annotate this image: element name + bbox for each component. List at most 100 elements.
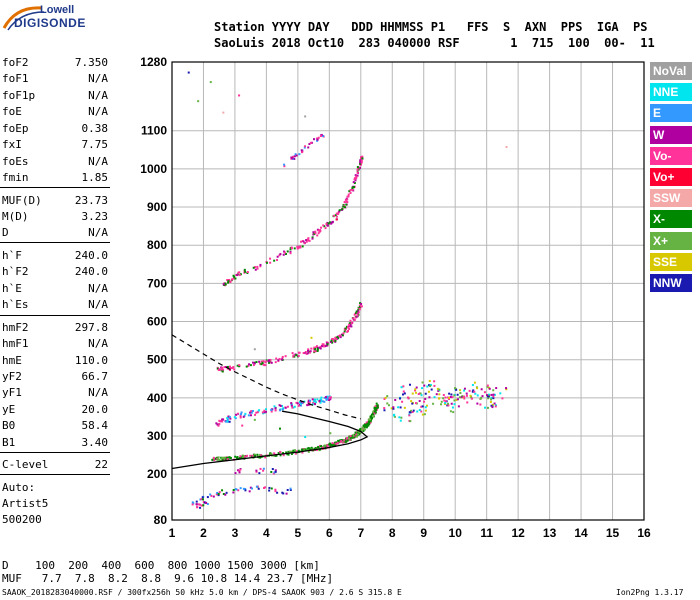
trace-point (348, 437, 351, 440)
autoscale-label: Auto: (2, 481, 36, 494)
trace-point (316, 139, 319, 142)
trace-point (243, 414, 246, 417)
trace-point (265, 261, 268, 264)
trace-point (353, 436, 356, 439)
trace-point (305, 239, 308, 242)
trace-point (325, 222, 328, 225)
spread-echo-point (486, 406, 489, 409)
trace-point (258, 409, 261, 412)
trace-point (221, 457, 224, 460)
trace-point (311, 447, 314, 450)
param-value: 3.40 (81, 436, 109, 449)
trace-point (354, 174, 357, 177)
trace-point (314, 403, 317, 406)
low-echo-point (222, 493, 225, 496)
param-row: foEs N/A (2, 155, 108, 169)
param-name: foEp (2, 122, 29, 135)
autoscale-version: 500200 (2, 513, 42, 526)
trace-point (222, 418, 225, 421)
trace-point (374, 409, 377, 412)
x-tick-label: 15 (606, 526, 620, 540)
trace-point (315, 447, 318, 450)
spread-echo-point (424, 392, 427, 395)
trace-point (328, 395, 331, 398)
legend-item: Vo- (650, 146, 692, 165)
trace-point (310, 141, 313, 144)
trace-point (355, 435, 358, 438)
x-tick-label: 5 (295, 526, 302, 540)
spread-echo-point (470, 397, 473, 400)
trace-point (368, 420, 371, 423)
trace-point (260, 363, 263, 366)
trace-point (281, 408, 284, 411)
param-row: fmin 1.85 (2, 171, 108, 185)
trace-point (300, 149, 303, 152)
param-value: 66.7 (81, 370, 109, 383)
trace-point (242, 456, 245, 459)
trace-point (352, 318, 355, 321)
trace-point (320, 226, 323, 229)
param-row: M(D) 3.23 (2, 210, 108, 224)
trace-point (270, 361, 273, 364)
trace-point (295, 154, 298, 157)
trace-point (360, 302, 363, 305)
trace-point (283, 251, 286, 254)
trace-point (359, 159, 362, 162)
trace-point (300, 400, 303, 403)
trace-point (234, 277, 237, 280)
scatter-point (304, 436, 307, 439)
trace-point (273, 454, 276, 457)
low-echo-point (237, 469, 240, 472)
spread-echo-point (453, 403, 456, 406)
spread-echo-point (490, 398, 493, 401)
spread-echo-point (401, 400, 404, 403)
trace-point (346, 436, 349, 439)
trace-point (258, 453, 261, 456)
trace-point (337, 211, 340, 214)
trace-point (376, 404, 379, 407)
low-echo-point (255, 485, 258, 488)
trace-point (342, 205, 345, 208)
trace-point (341, 208, 344, 211)
low-echo-point (239, 487, 242, 490)
spread-echo-point (447, 404, 450, 407)
trace-point (256, 453, 259, 456)
y-tick-label: 700 (147, 276, 167, 290)
spread-echo-point (386, 402, 389, 405)
spread-echo-point (469, 394, 472, 397)
trace-point (326, 444, 329, 447)
trace-point (314, 232, 317, 235)
param-value: N/A (88, 298, 108, 311)
x-tick-label: 1 (169, 526, 176, 540)
trace-point (254, 455, 257, 458)
low-echo-point (289, 488, 292, 491)
trace-point (351, 436, 354, 439)
trace-point (314, 230, 317, 233)
trace-point (367, 419, 370, 422)
trace-point (346, 439, 349, 442)
trace-point (306, 447, 309, 450)
trace-point (312, 231, 315, 234)
trace-point (221, 366, 224, 369)
param-separator (0, 474, 110, 475)
scatter-point (228, 420, 231, 423)
trace-point (217, 368, 220, 371)
trace-point (223, 366, 226, 369)
trace-point (319, 445, 322, 448)
trace-point (312, 347, 315, 350)
param-name: MUF(D) (2, 194, 42, 207)
trace-point (308, 351, 311, 354)
spread-echo-point (420, 394, 423, 397)
scatter-point (187, 71, 190, 74)
trace-point (239, 415, 242, 418)
trace-point (287, 453, 290, 456)
spread-echo-point (428, 379, 431, 382)
trace-point (293, 405, 296, 408)
trace-point (317, 346, 320, 349)
param-name: fxI (2, 138, 22, 151)
spread-echo-point (451, 406, 454, 409)
param-name: B0 (2, 419, 16, 432)
scatter-point (310, 336, 313, 339)
low-echo-point (255, 469, 258, 472)
trace-point (307, 348, 310, 351)
